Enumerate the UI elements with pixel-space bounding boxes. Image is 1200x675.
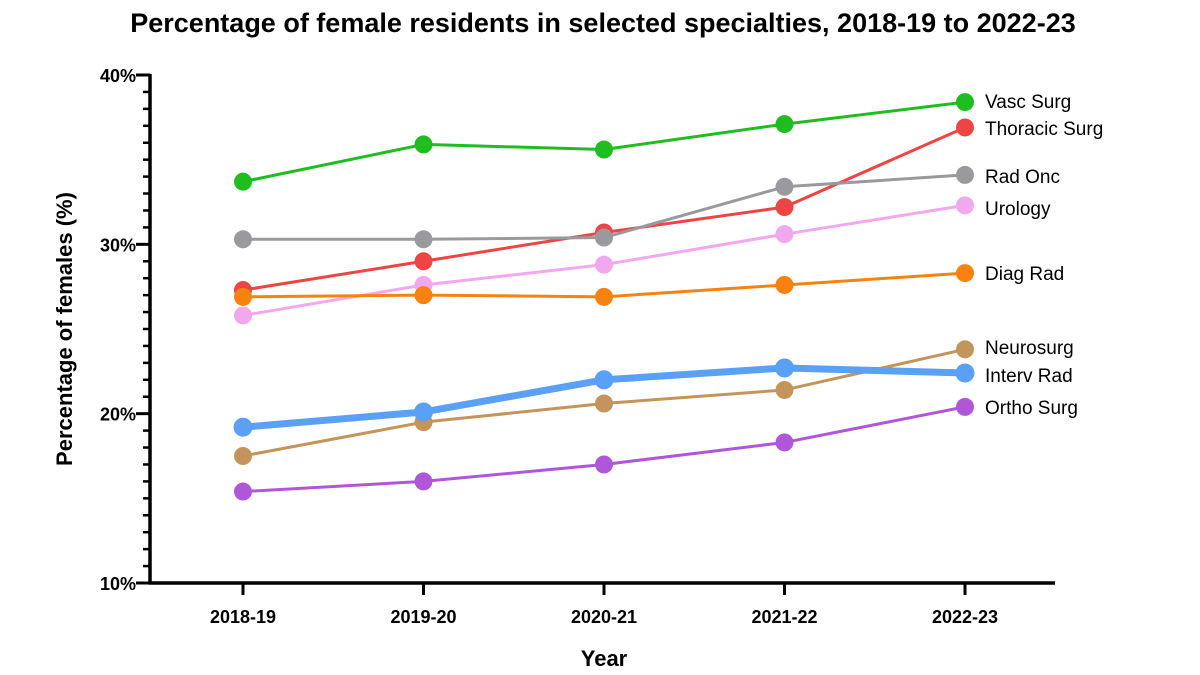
y-axis-label: Percentage of females (%) xyxy=(52,192,77,466)
series-diag-rad xyxy=(234,264,974,306)
data-point-rad-onc xyxy=(775,177,794,196)
legend-label-interv-rad: Interv Rad xyxy=(985,366,1073,387)
data-point-ortho-surg xyxy=(234,482,252,501)
legend-label-diag-rad: Diag Rad xyxy=(985,264,1064,285)
legend-label-ortho-surg: Ortho Surg xyxy=(985,398,1078,419)
data-point-rad-onc xyxy=(956,165,974,184)
y-tick-label: 30% xyxy=(100,235,136,255)
x-tick-label: 2021-22 xyxy=(751,607,817,627)
legend-label-vasc-surg: Vasc Surg xyxy=(985,92,1071,113)
series-layer xyxy=(233,93,975,501)
data-point-diag-rad xyxy=(234,287,252,306)
data-point-ortho-surg xyxy=(775,433,794,452)
data-point-urology xyxy=(775,225,794,244)
data-point-thoracic-surg xyxy=(414,252,433,271)
data-point-interv-rad xyxy=(594,370,614,390)
legend-label-neurosurg: Neurosurg xyxy=(985,338,1074,359)
series-ortho-surg xyxy=(234,397,974,501)
data-point-diag-rad xyxy=(956,264,974,283)
data-point-neurosurg xyxy=(595,394,613,413)
data-point-vasc-surg xyxy=(414,135,433,154)
data-point-interv-rad xyxy=(955,363,975,383)
data-point-urology xyxy=(956,196,974,215)
data-point-interv-rad xyxy=(233,417,253,437)
series-neurosurg xyxy=(234,340,974,465)
data-point-rad-onc xyxy=(414,230,433,249)
chart-title: Percentage of female residents in select… xyxy=(130,8,1075,38)
data-point-neurosurg xyxy=(775,380,794,399)
data-point-neurosurg xyxy=(956,340,974,359)
data-point-vasc-surg xyxy=(956,93,974,112)
x-tick-label: 2019-20 xyxy=(390,607,456,627)
data-point-ortho-surg xyxy=(956,397,974,416)
data-point-neurosurg xyxy=(234,447,252,465)
x-tick-label: 2022-23 xyxy=(932,607,998,627)
data-point-ortho-surg xyxy=(414,472,433,491)
data-point-rad-onc xyxy=(595,228,613,247)
legend-label-urology: Urology xyxy=(985,199,1051,220)
data-point-interv-rad xyxy=(414,402,433,422)
data-point-vasc-surg xyxy=(234,172,252,191)
data-point-ortho-surg xyxy=(595,455,613,474)
data-point-thoracic-surg xyxy=(775,198,794,217)
x-axis-label: Year xyxy=(581,646,628,671)
y-tick-label: 40% xyxy=(100,66,136,86)
data-point-urology xyxy=(234,306,252,325)
axes: 10% 20% 30% 40% 2018-19 2019-20 2020-21 2021-22… xyxy=(100,66,1055,627)
data-point-diag-rad xyxy=(775,275,794,294)
data-point-urology xyxy=(595,255,613,274)
data-point-diag-rad xyxy=(595,287,613,306)
legend-label-rad-onc: Rad Onc xyxy=(985,167,1060,188)
data-point-interv-rad xyxy=(775,358,794,378)
series-vasc-surg xyxy=(234,93,974,191)
series-rad-onc xyxy=(234,165,974,249)
y-tick-label: 10% xyxy=(100,574,136,594)
data-point-rad-onc xyxy=(234,230,252,249)
legend-label-thoracic-surg: Thoracic Surg xyxy=(985,119,1103,140)
x-tick-label: 2020-21 xyxy=(571,607,637,627)
y-tick-label: 20% xyxy=(100,405,136,425)
legend-layer: Vasc Surg Thoracic Surg Rad Onc Urology Diag… xyxy=(985,92,1103,419)
data-point-diag-rad xyxy=(414,286,433,305)
data-point-thoracic-surg xyxy=(956,118,974,137)
data-point-vasc-surg xyxy=(775,115,794,134)
data-point-vasc-surg xyxy=(595,140,613,159)
x-tick-label: 2018-19 xyxy=(210,607,276,627)
series-interv-rad xyxy=(233,358,975,437)
